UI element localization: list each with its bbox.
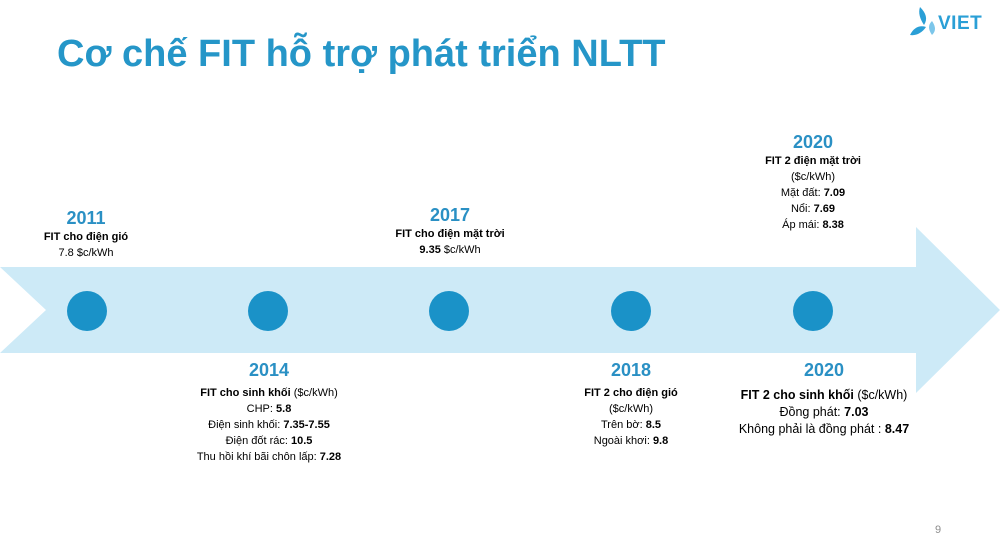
milestone-row: Điện đốt rác: 10.5 (225, 435, 313, 447)
milestone-row: CHP: 5.8 (246, 403, 292, 415)
milestone-2014: 2014 FIT cho sinh khối ($c/kWh) CHP: 5.8… (169, 359, 369, 465)
timeline-node-2011 (67, 291, 107, 331)
milestone-heading: FIT 2 cho điện gió (584, 387, 678, 399)
viet-logo-icon (910, 7, 935, 36)
timeline-node-2020 (793, 291, 833, 331)
milestone-heading: FIT 2 điện mặt trời (765, 155, 861, 167)
milestone-heading-unit: ($c/kWh) (857, 388, 908, 402)
milestone-unit: $c/kWh (76, 247, 114, 259)
milestone-row: Mặt đất: 7.09 (780, 187, 846, 199)
milestone-value-line: 9.35 $c/kWh (355, 242, 545, 258)
milestone-row: Ngoài khơi: 9.8 (593, 435, 669, 447)
milestone-row: Đồng phát: 7.03 (779, 405, 869, 419)
milestone-year: 2017 (429, 205, 471, 225)
milestone-heading: FIT 2 cho sinh khối (740, 388, 854, 402)
milestone-2020-biomass: 2020 FIT 2 cho sinh khối ($c/kWh) Đồng p… (724, 359, 924, 438)
milestone-heading: FIT cho điện gió (43, 231, 129, 243)
milestone-unit: $c/kWh (443, 244, 481, 256)
milestone-year: 2020 (792, 132, 834, 152)
milestone-heading-line: FIT 2 cho sinh khối ($c/kWh) (724, 387, 924, 404)
milestone-row: Không phải là đồng phát : 8.47 (738, 422, 910, 436)
milestone-2017: 2017 FIT cho điện mặt trời 9.35 $c/kWh (355, 204, 545, 258)
milestone-row: Trên bờ: 8.5 (600, 419, 661, 431)
milestone-value-line: 7.8 $c/kWh (6, 245, 166, 261)
milestone-2018: 2018 FIT 2 cho điện gió ($c/kWh) Trên bờ… (556, 359, 706, 449)
milestone-year: 2020 (803, 360, 845, 380)
milestone-row: Thu hồi khí bãi chôn lấp: 7.28 (196, 451, 342, 463)
milestone-row: Áp mái: 8.38 (782, 219, 844, 231)
milestone-year: 2018 (610, 360, 652, 380)
logo-text: VIET (938, 13, 983, 34)
milestone-heading: FIT cho điện mặt trời (395, 228, 505, 240)
milestone-unit-line: ($c/kWh) (609, 403, 653, 415)
milestone-row: Điện sinh khối: 7.35-7.55 (208, 419, 330, 431)
milestone-year: 2011 (66, 208, 106, 228)
milestone-unit-line: ($c/kWh) (791, 171, 835, 183)
milestone-heading-line: FIT cho sinh khối ($c/kWh) (169, 385, 369, 401)
milestone-heading-unit: ($c/kWh) (293, 387, 338, 399)
milestone-year: 2014 (248, 360, 290, 380)
milestone-heading: FIT cho sinh khối (200, 387, 291, 399)
milestone-value: 9.35 (419, 244, 441, 256)
milestone-2011: 2011 FIT cho điện gió 7.8 $c/kWh (6, 207, 166, 261)
timeline-node-2017 (429, 291, 469, 331)
page-number: 9 (935, 524, 942, 536)
timeline-node-2018 (611, 291, 651, 331)
timeline-node-2014 (248, 291, 288, 331)
milestone-2020-solar: 2020 FIT 2 điện mặt trời ($c/kWh) Mặt đấ… (733, 131, 893, 233)
slide-title: Cơ chế FIT hỗ trợ phát triển NLTT (57, 33, 666, 75)
milestone-value: 7.8 (58, 247, 74, 259)
milestone-row: Nổi: 7.69 (790, 203, 836, 215)
